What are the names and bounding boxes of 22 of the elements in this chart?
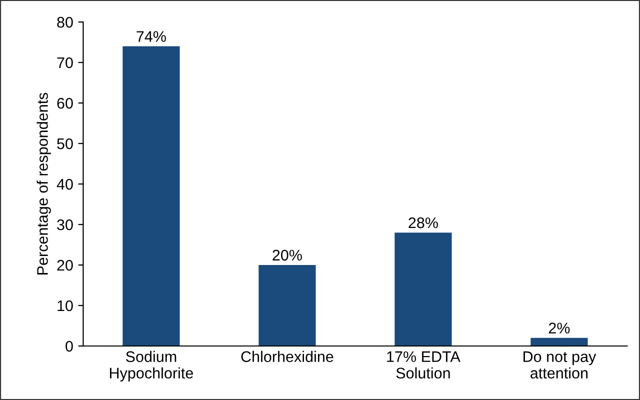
- x-tick-label: Sodium Hypochlorite: [110, 350, 193, 382]
- y-tick-label: 30: [57, 219, 73, 230]
- bar: [530, 338, 588, 346]
- data-label: 20%: [272, 250, 302, 261]
- data-label: 2%: [548, 322, 570, 334]
- y-tick-label: 0: [66, 340, 73, 352]
- y-axis-title: Percentage of respondents: [36, 92, 51, 274]
- x-tick-label: Chlorhexidine: [241, 350, 334, 362]
- y-tick-label: 20: [57, 260, 73, 271]
- y-tick-label: 80: [57, 16, 73, 28]
- x-tick-label: Do not pay attention: [524, 351, 596, 379]
- data-label: 28%: [408, 217, 438, 228]
- bar: [122, 46, 180, 346]
- bar: [258, 265, 316, 346]
- bar: [394, 232, 452, 346]
- x-tick-label: 17% EDTA Solution: [387, 351, 460, 379]
- data-label: 74%: [136, 31, 166, 42]
- y-tick-label: 60: [57, 98, 73, 109]
- y-tick-label: 10: [58, 300, 73, 312]
- y-tick-label: 40: [56, 178, 73, 190]
- y-tick-label: 50: [57, 138, 73, 150]
- y-tick-label: 70: [57, 57, 73, 68]
